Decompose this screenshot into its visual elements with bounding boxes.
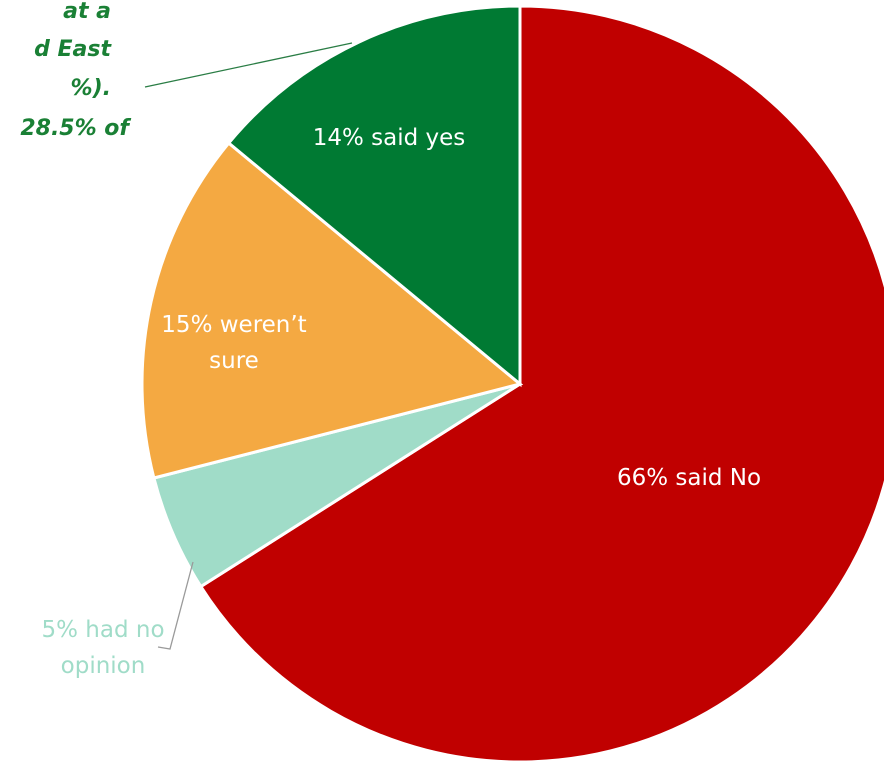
label-said-yes-line: 14% said yes <box>313 125 466 151</box>
label-said-no: 66% said No <box>617 465 761 491</box>
annotation-line-1: at a <box>63 0 111 24</box>
annotation-line-3: %). <box>71 76 111 101</box>
slice-said-no <box>198 4 884 764</box>
no-opinion-leader-line <box>157 561 194 650</box>
annotation-line-4: 28.5% of <box>20 116 131 141</box>
label-not-sure-line: sure <box>209 348 259 374</box>
label-not-sure-line: 15% weren’t <box>161 312 306 338</box>
slice-not-sure <box>140 140 524 480</box>
label-not-sure: 15% weren’t sure <box>161 312 306 374</box>
annotation-leader-line <box>144 42 353 88</box>
label-no-opinion: 5% had no opinion <box>41 617 164 679</box>
annotation-line-2: d East <box>34 37 112 62</box>
label-no-opinion-line: opinion <box>61 653 146 679</box>
label-said-no-line: 66% said No <box>617 465 761 491</box>
label-no-opinion-line: 5% had no <box>41 617 164 643</box>
label-said-yes: 14% said yes <box>313 125 466 151</box>
slice-said-yes <box>226 4 522 388</box>
pie-slices <box>140 4 884 764</box>
slice-labels: 66% said No 5% had no opinion 15% weren’t su… <box>41 125 761 679</box>
